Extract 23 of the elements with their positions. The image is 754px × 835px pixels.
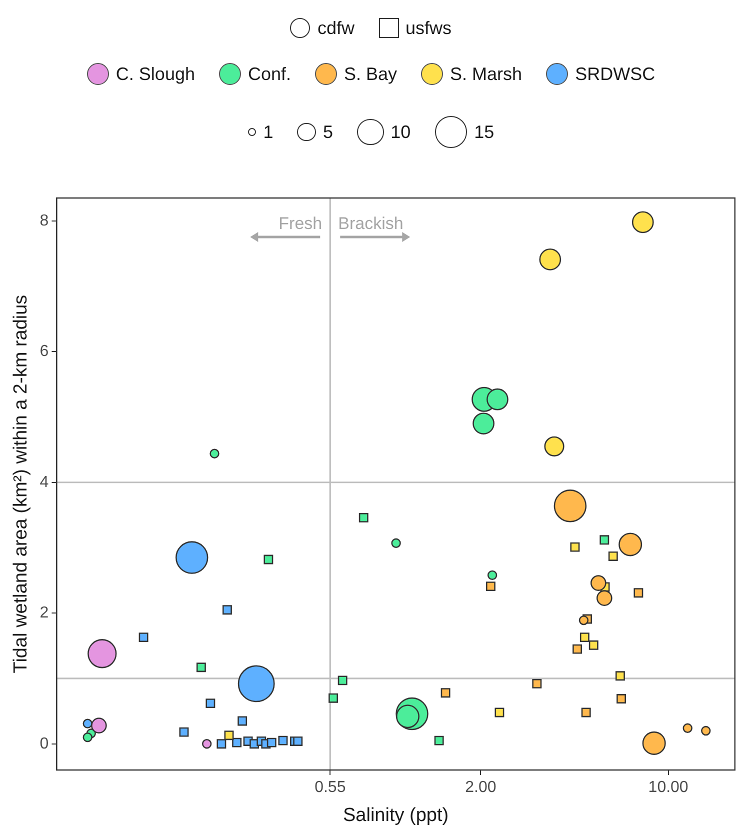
legend-label: S. Marsh	[449, 63, 522, 85]
y-tick-label: 0	[40, 735, 49, 752]
legend-label: 10	[390, 120, 411, 144]
legend-label: 15	[473, 120, 494, 144]
annotation: Brackish	[338, 214, 404, 233]
legend-label: cdfw	[316, 18, 354, 38]
x-axis-title: Salinity (ppt)	[342, 804, 449, 826]
x-tick-label: 0.55	[314, 779, 346, 796]
legend-label: C. Slough	[114, 63, 195, 85]
y-tick-label: 8	[40, 212, 49, 230]
legend-label: usfws	[404, 18, 452, 38]
legend-label: 1	[262, 122, 274, 142]
legend-label: SRDWSC	[574, 63, 656, 85]
y-tick-label: 6	[40, 343, 49, 360]
legend-label: 5	[322, 122, 334, 142]
y-tick-label: 2	[40, 604, 49, 622]
x-tick-label: 10.00	[648, 779, 688, 796]
legend-label: S. Bay	[343, 63, 398, 85]
x-tick-label: 2.00	[465, 779, 496, 796]
annotation: Fresh	[278, 214, 322, 233]
y-axis-title: Tidal wetland area (km²) within a 2-km radius	[10, 294, 32, 674]
legend-label: Conf.	[246, 63, 292, 85]
y-tick-label: 4	[40, 474, 49, 491]
